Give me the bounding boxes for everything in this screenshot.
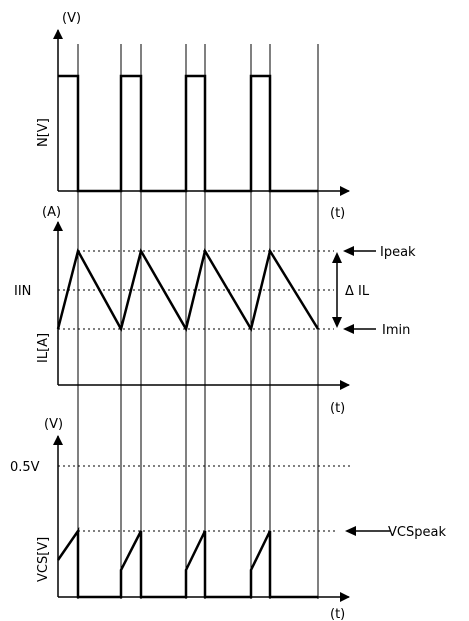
vcspeak-pointer-head [345,526,356,536]
iin-label: IIN [14,284,31,299]
unit-label-top: (V) [62,11,81,26]
t-label-mid: (t) [330,401,345,416]
panel-inductor-current: (A) IL[A] (t) IIN Δ IL Ipeak Imin [14,205,416,416]
y-label-bottom: VCS[V] [36,537,51,582]
panel-current-sense-voltage: (V) VCS[V] (t) 0.5V VCSpeak [10,417,446,621]
y-label-mid: IL[A] [36,333,51,363]
reference-label: 0.5V [10,460,40,475]
panel-switch-voltage: (V) N[V] (t) [36,11,350,221]
unit-label-bottom: (V) [44,417,63,432]
edge-guide-lines [77,44,319,599]
imin-pointer-head [343,324,354,334]
t-label-top: (t) [330,206,345,221]
vcspeak-label: VCSpeak [388,525,446,540]
switch-voltage-waveform [58,74,318,193]
unit-label-mid: (A) [42,205,61,220]
current-sense-waveform [56,526,318,599]
ipeak-label: Ipeak [380,245,416,260]
inductor-current-waveform [56,247,320,333]
t-label-bottom: (t) [330,607,345,621]
delta-il-arrow-head-down [332,317,342,328]
delta-il-label: Δ IL [345,284,370,299]
delta-il-arrow-head-up [332,252,342,263]
y-label-top: N[V] [36,118,51,147]
imin-label: Imin [382,323,410,338]
ipeak-pointer-head [343,246,354,256]
